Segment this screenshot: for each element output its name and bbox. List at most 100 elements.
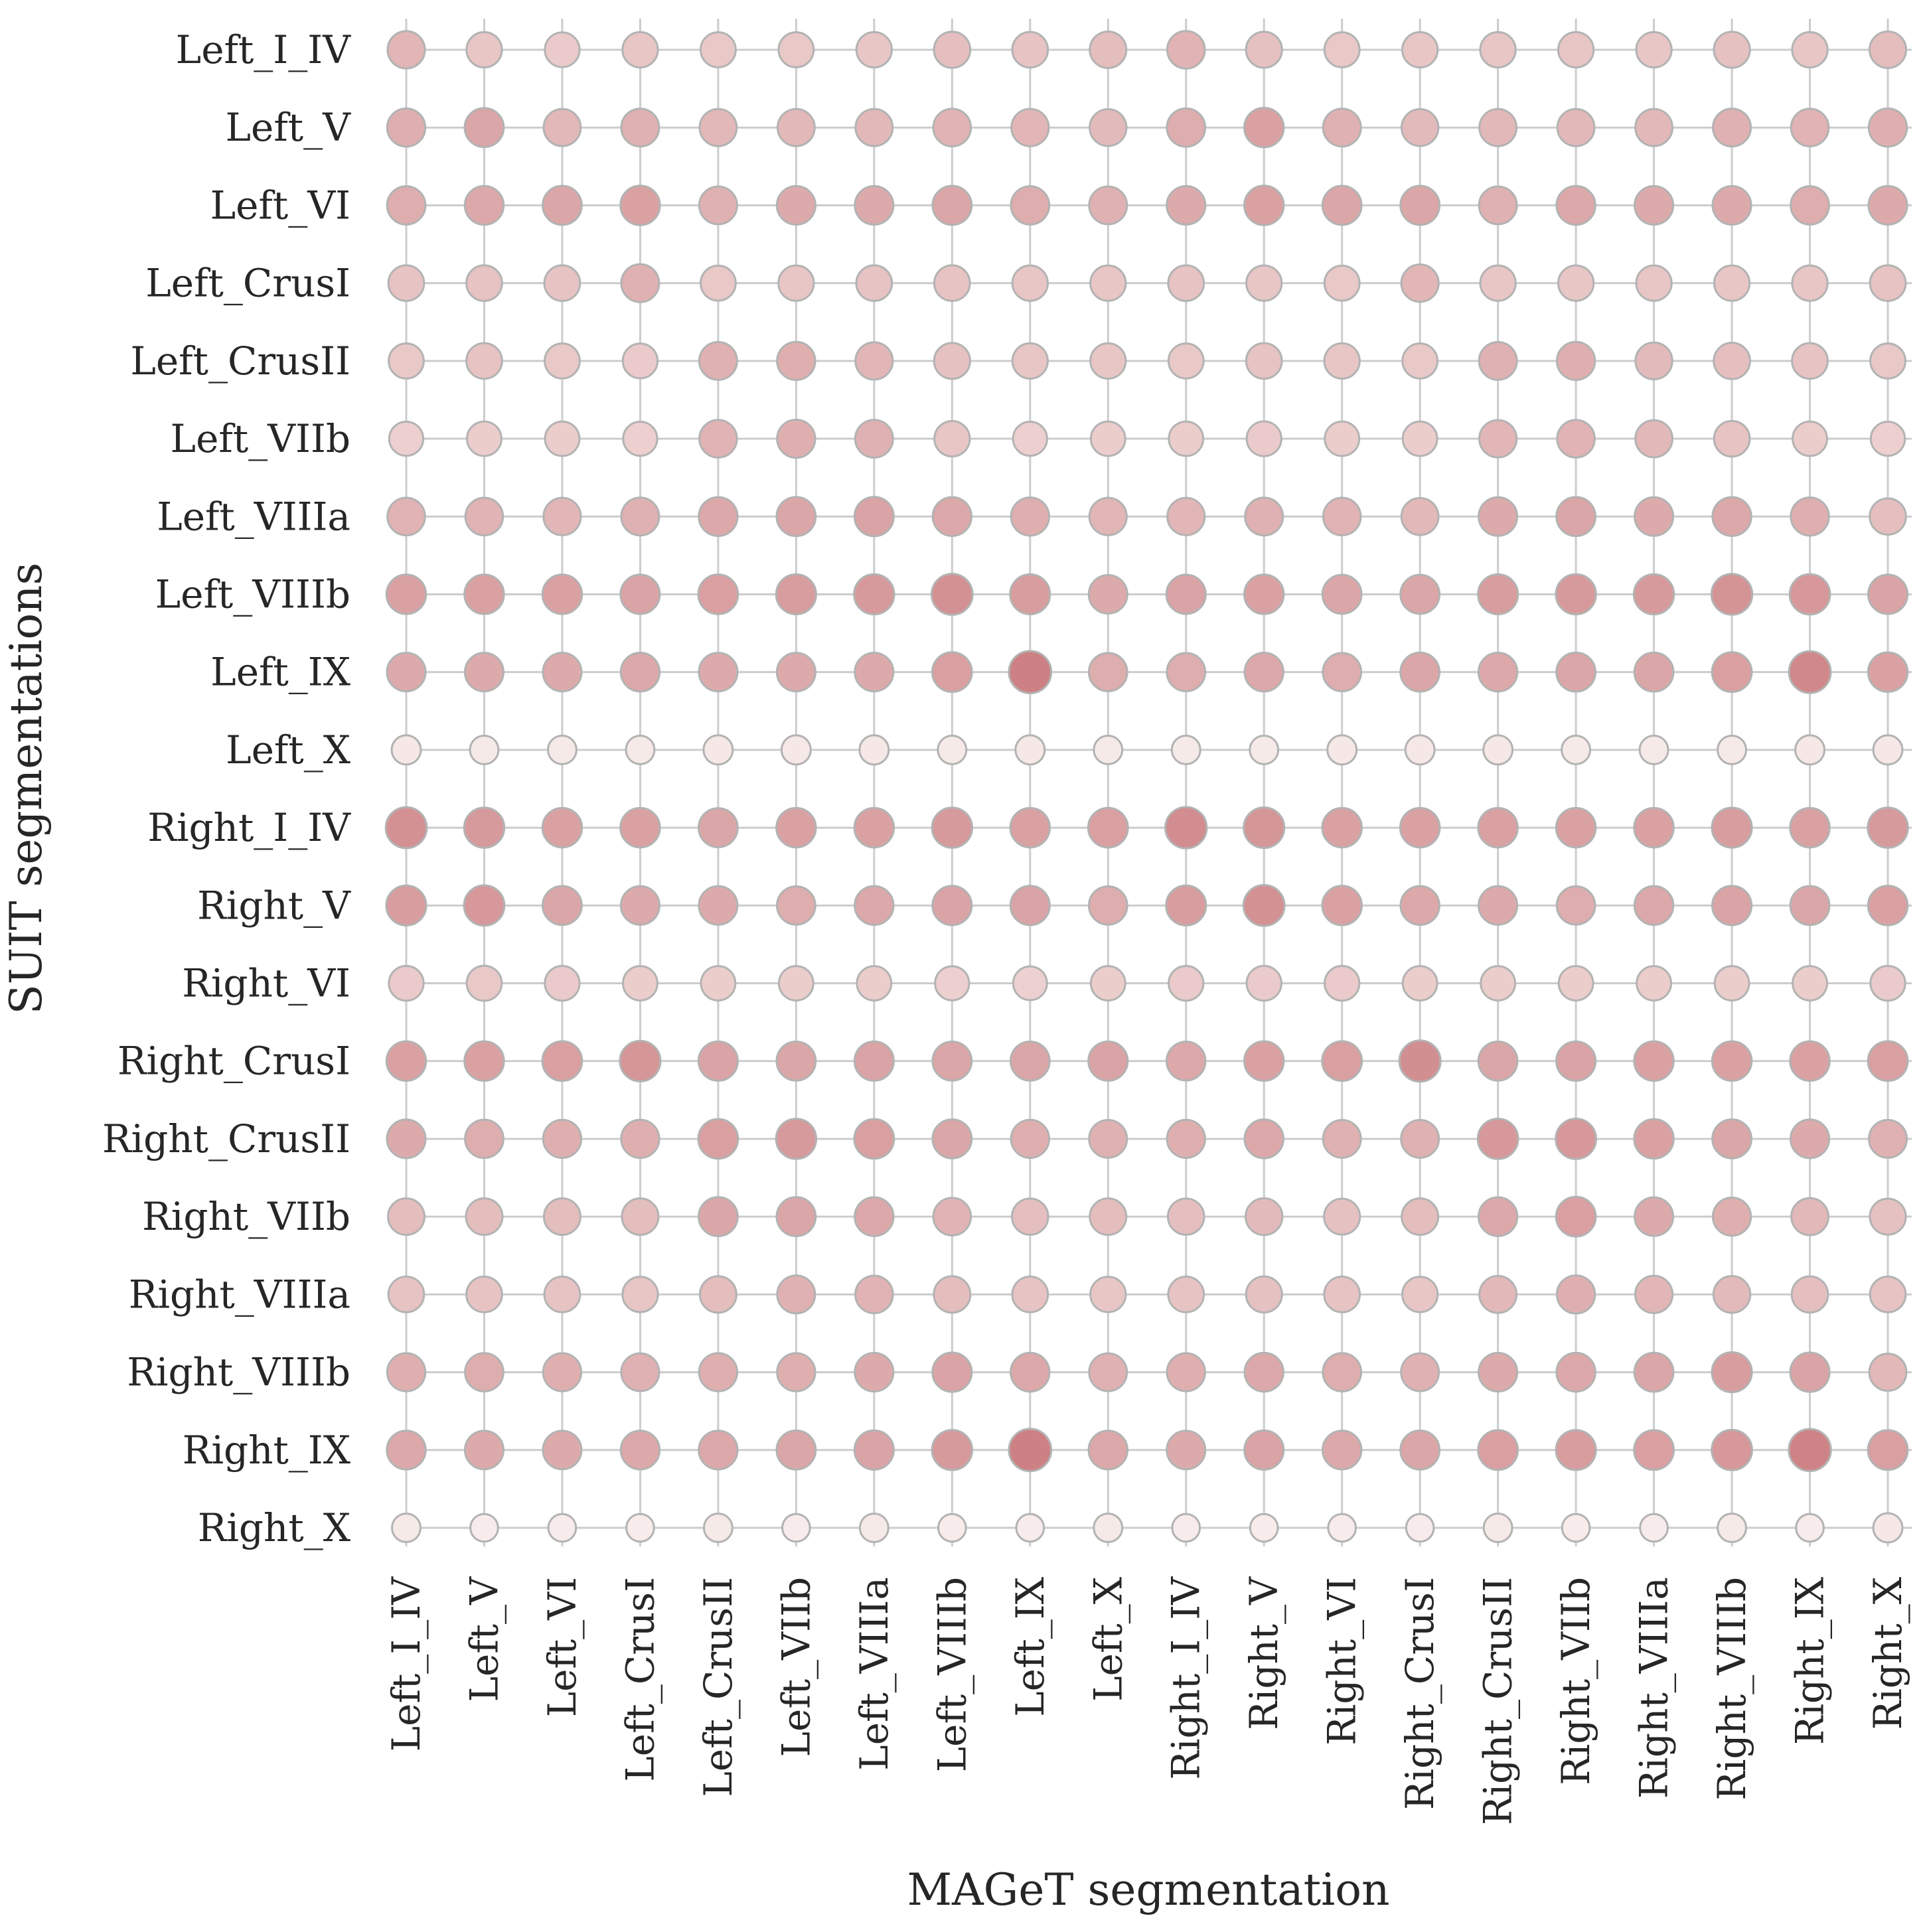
data-point: [854, 341, 894, 381]
data-point: [937, 1513, 967, 1543]
data-point: [775, 1040, 817, 1082]
data-point: [1089, 108, 1128, 147]
data-point: [620, 496, 660, 537]
data-point: [1477, 806, 1519, 849]
data-point: [1867, 1429, 1909, 1471]
data-point: [621, 1197, 660, 1236]
data-point: [776, 885, 816, 926]
data-point: [385, 573, 427, 615]
data-point: [1087, 573, 1128, 615]
data-point: [1790, 1275, 1829, 1314]
data-point: [932, 108, 972, 147]
data-point: [1639, 1513, 1669, 1543]
data-point: [1243, 1040, 1285, 1082]
data-point: [698, 496, 739, 537]
data-point: [1245, 420, 1282, 457]
data-point: [1011, 264, 1049, 302]
data-point: [388, 964, 425, 1002]
data-point: [1249, 734, 1280, 765]
y-tick-label: Right_VI: [182, 961, 350, 1006]
data-point: [698, 108, 738, 147]
data-point: [1168, 420, 1205, 457]
data-point: [931, 806, 974, 849]
data-point: [1165, 573, 1207, 615]
data-point: [1166, 185, 1207, 226]
x-tick-label: Left_X: [1085, 1576, 1130, 1702]
data-point: [934, 965, 970, 1002]
y-tick-label: Right_CrusII: [102, 1116, 350, 1161]
data-point: [781, 1513, 811, 1543]
data-point: [620, 108, 660, 148]
x-tick-label: Left_IX: [1008, 1576, 1053, 1717]
data-point: [1405, 1513, 1435, 1543]
data-point: [1011, 31, 1049, 69]
data-point: [1636, 965, 1672, 1002]
data-point: [1321, 185, 1363, 226]
data-point: [469, 1513, 499, 1543]
data-point: [702, 1513, 733, 1543]
grid-lines: [392, 19, 1912, 1546]
data-point: [1245, 264, 1283, 302]
data-point: [1717, 1513, 1747, 1543]
data-point: [1321, 1040, 1363, 1082]
data-point: [385, 884, 427, 927]
data-point: [1711, 651, 1753, 694]
y-tick-label: Right_VIIIa: [129, 1272, 350, 1317]
data-point: [1008, 650, 1053, 695]
x-tick-label: Left_VIIIa: [852, 1577, 897, 1771]
data-point: [464, 1352, 504, 1392]
data-point: [387, 1197, 425, 1236]
data-point: [1245, 31, 1283, 69]
data-point: [1556, 419, 1596, 459]
data-point: [1869, 264, 1907, 302]
data-point: [1712, 108, 1752, 148]
data-point: [1869, 31, 1907, 69]
data-point: [1168, 964, 1205, 1002]
data-point: [1088, 1118, 1128, 1159]
data-point: [1243, 185, 1285, 226]
data-point: [1555, 1195, 1597, 1238]
data-point: [1872, 734, 1904, 766]
data-point: [1788, 650, 1832, 694]
data-point: [1711, 1040, 1753, 1082]
data-point: [1243, 1118, 1284, 1159]
data-point: [543, 264, 581, 302]
data-point: [1400, 263, 1440, 303]
data-point: [463, 573, 505, 615]
x-tick-label: Left_VIIIb: [929, 1577, 974, 1772]
data-point: [1711, 1428, 1753, 1471]
data-point: [464, 496, 504, 537]
data-point: [387, 264, 425, 302]
x-tick-label: Left_V: [461, 1576, 506, 1702]
data-point: [1555, 1429, 1597, 1471]
x-tick-label: Right_VI: [1320, 1577, 1365, 1746]
data-point: [1794, 734, 1825, 766]
x-tick-label: Left_I_IV: [384, 1576, 429, 1751]
data-point: [702, 734, 734, 766]
data-point: [858, 734, 890, 766]
x-tick-labels: Left_I_IV Left_V Left_VI Left_CrusI Left_Cru…: [384, 1576, 1910, 1825]
data-point: [1401, 1276, 1439, 1313]
data-point: [853, 1040, 895, 1082]
data-point: [1009, 573, 1051, 616]
data-point: [1478, 185, 1518, 226]
data-point: [1869, 1276, 1907, 1313]
data-point: [854, 1352, 895, 1393]
data-point: [1634, 108, 1673, 147]
data-point: [543, 1276, 581, 1313]
data-point: [932, 1197, 972, 1236]
data-point: [856, 965, 893, 1002]
y-tick-label: Left_I_IV: [176, 27, 351, 72]
data-point: [1788, 573, 1831, 616]
data-point: [1478, 496, 1519, 537]
data-point: [1404, 734, 1436, 766]
data-point: [1635, 264, 1673, 302]
data-point: [391, 1513, 422, 1543]
data-point: [699, 31, 737, 68]
data-point: [1561, 1513, 1591, 1543]
data-point: [1632, 573, 1675, 616]
data-point: [855, 264, 893, 302]
data-point: [1711, 496, 1752, 537]
y-tick-label: Left_VIIIa: [157, 494, 350, 539]
